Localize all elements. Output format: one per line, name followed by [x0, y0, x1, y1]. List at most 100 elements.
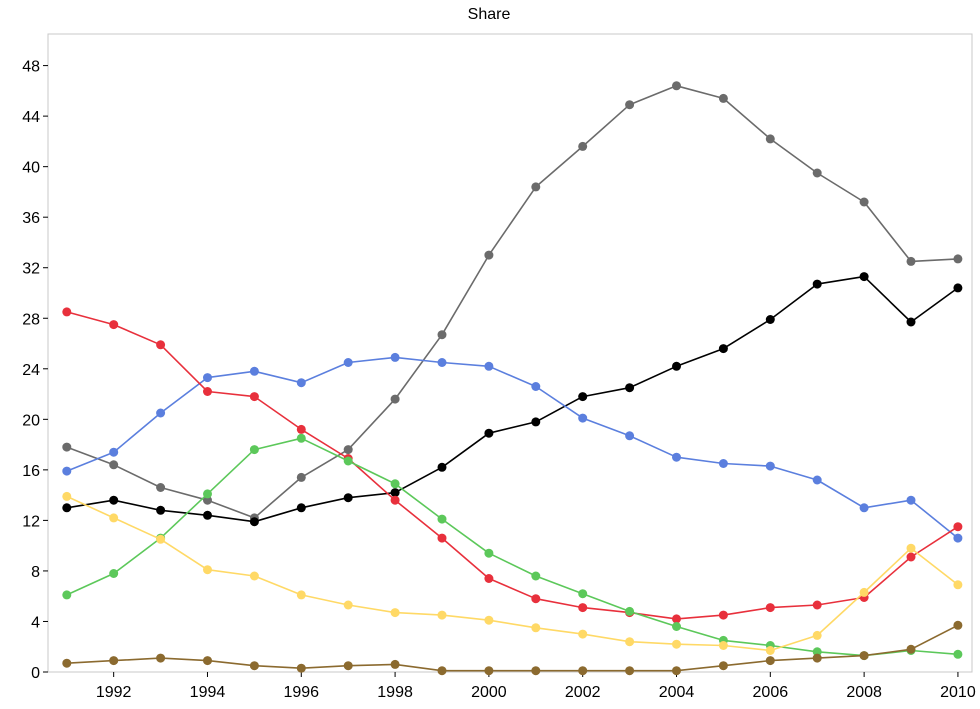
x-tick-label: 2002 — [565, 684, 601, 701]
data-point — [812, 600, 822, 610]
data-point — [531, 182, 541, 192]
data-point — [718, 641, 728, 650]
data-point — [203, 373, 212, 383]
data-point — [390, 495, 400, 505]
data-point — [437, 514, 447, 524]
data-point — [203, 656, 212, 666]
data-point — [203, 489, 212, 499]
y-tick-label: 8 — [31, 564, 40, 581]
data-point — [390, 659, 400, 669]
data-point — [812, 653, 822, 663]
data-point — [156, 340, 166, 350]
data-point — [625, 666, 635, 676]
data-point — [953, 649, 963, 659]
y-tick-label: 32 — [22, 261, 40, 278]
data-point — [859, 503, 869, 513]
data-point — [625, 431, 635, 441]
data-point — [859, 197, 869, 207]
data-point — [906, 256, 916, 266]
data-point — [390, 352, 400, 362]
data-point — [343, 493, 353, 503]
data-point — [765, 646, 775, 655]
data-point — [249, 366, 259, 376]
x-tick-label: 1998 — [377, 684, 413, 701]
data-point — [812, 279, 822, 289]
data-point — [484, 548, 494, 558]
y-tick-label: 4 — [31, 614, 40, 631]
series-line — [66, 624, 959, 672]
data-point — [765, 603, 775, 613]
series-1 — [62, 81, 963, 523]
y-tick-label: 0 — [31, 665, 40, 682]
data-point — [859, 587, 869, 597]
data-point — [109, 569, 119, 578]
data-point — [718, 344, 728, 354]
data-point — [296, 424, 306, 434]
x-tick-label: 2010 — [940, 684, 976, 701]
data-point — [109, 447, 119, 457]
data-point — [296, 378, 306, 388]
data-point — [531, 594, 541, 604]
data-point — [296, 472, 306, 482]
x-tick-label: 2004 — [659, 684, 695, 701]
data-point — [718, 610, 728, 620]
data-point — [62, 442, 72, 452]
series-line — [66, 311, 959, 620]
y-tick-label: 20 — [22, 412, 40, 429]
data-point — [249, 392, 259, 402]
data-point — [109, 320, 119, 330]
data-point — [672, 81, 681, 91]
data-point — [437, 610, 447, 620]
data-point — [296, 590, 306, 600]
chart-title: Share — [468, 6, 511, 23]
data-point — [625, 383, 635, 393]
data-point — [578, 392, 588, 402]
series-line — [66, 437, 958, 657]
data-point — [156, 653, 166, 663]
y-tick-label: 44 — [22, 109, 40, 126]
x-tick-label: 1992 — [96, 684, 132, 701]
series-6 — [62, 491, 963, 655]
data-point — [109, 495, 119, 505]
x-tick-label: 1994 — [190, 684, 226, 701]
data-point — [484, 615, 494, 625]
data-point — [531, 666, 541, 676]
y-tick-label: 12 — [22, 513, 40, 530]
data-point — [343, 456, 353, 466]
data-point — [156, 534, 166, 544]
data-point — [625, 100, 635, 110]
data-point — [437, 462, 447, 472]
data-point — [906, 552, 916, 562]
data-point — [484, 666, 494, 676]
x-tick-label: 1996 — [283, 684, 319, 701]
data-point — [906, 543, 916, 553]
data-point — [531, 382, 541, 391]
data-point — [718, 459, 728, 468]
data-point — [296, 663, 306, 673]
data-point — [859, 651, 869, 661]
data-point — [765, 656, 775, 666]
y-tick-label: 16 — [22, 463, 40, 480]
data-point — [953, 580, 963, 590]
series-line — [66, 356, 959, 539]
series-4 — [62, 307, 963, 624]
data-point — [953, 283, 963, 293]
plot-frame — [47, 33, 973, 673]
data-point — [578, 603, 588, 613]
data-point — [718, 93, 728, 103]
data-point — [390, 394, 400, 404]
data-point — [625, 637, 635, 647]
data-point — [437, 330, 447, 340]
series-line — [66, 495, 959, 652]
data-point — [812, 647, 822, 657]
data-point — [109, 513, 119, 523]
data-point — [249, 661, 259, 671]
data-point — [62, 491, 72, 501]
data-point — [812, 168, 822, 178]
data-point — [203, 510, 212, 520]
data-point — [578, 629, 588, 639]
x-axis: 1992 1994 1996 1998 2000 2002 2004 2006 2008 2010 — [96, 672, 976, 701]
data-point — [484, 428, 494, 438]
